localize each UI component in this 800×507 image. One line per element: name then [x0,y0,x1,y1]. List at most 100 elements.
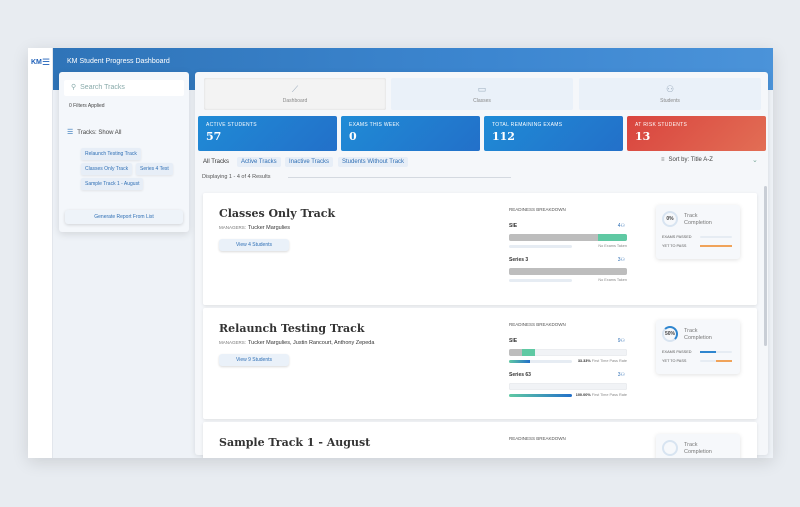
yet-to-pass-bar [700,245,732,247]
generate-report-button[interactable]: Generate Report From List [65,210,183,224]
users-icon: ⚇ [665,84,675,94]
users-icon: ⚇ [620,257,625,263]
track-completion-card: 0% Track Completion EXAMS PASSED YET TO P… [656,205,740,259]
exams-passed-bar [700,351,732,353]
pass-rate-text: No Exams Taken [598,244,627,248]
readiness-label: READINESS BREAKDOWN [509,436,566,441]
stat-value: 57 [206,130,222,143]
chevron-down-icon[interactable]: ⌄ [752,157,758,164]
readiness-bar [509,383,627,390]
completion-value: 50% [664,331,675,337]
pass-rate-text: No Exams Taken [598,278,627,282]
exam-student-count[interactable]: 4⚇ [618,223,625,229]
app-window: KM ☰ KM Student Progress Dashboard ⚲ Sear… [28,48,773,458]
stat-label: ACTIVE STUDENTS [206,122,257,128]
count-value: 3 [617,257,621,263]
stat-value: 0 [349,130,357,143]
yet-to-pass-label: YET TO PASS [662,359,687,363]
filter-panel: ⚲ Search Tracks 0 Filters Applied ☰ Tracks… [59,72,189,232]
pass-rate: No Exams Taken [509,278,627,283]
exam-student-count[interactable]: 3⚇ [618,372,625,378]
managers-label: MANAGERS: [219,225,247,230]
tab-students[interactable]: ⚇ Students [579,78,761,110]
pass-rate-fill [509,394,572,397]
exam-student-count[interactable]: 3⚇ [618,257,625,263]
completion-ring [662,440,678,456]
track-chip[interactable]: Classes Only Track [81,163,133,175]
filter-tab-inactive[interactable]: Inactive Tracks [285,157,334,167]
exam-row: SIE 4⚇ No Exams Taken [509,223,627,249]
stat-at-risk: AT RISK STUDENTS 13 [627,116,766,151]
users-icon: ⚇ [620,338,625,344]
hamburger-menu-icon[interactable]: ☰ [42,57,51,67]
bar-not-ready [509,349,522,356]
exam-row: Series 3 3⚇ No Exams Taken [509,257,627,283]
managers-label: MANAGERS: [219,340,247,345]
divider [288,177,511,178]
completion-label: Track Completion [684,442,712,455]
filter-icon: ☰ [67,129,74,136]
filter-tab-without-track[interactable]: Students Without Track [338,157,409,167]
track-card: Relaunch Testing Track MANAGERS: Tucker Ma… [203,308,757,419]
exam-name: Series 63 [509,372,531,378]
bar-not-ready [509,234,598,241]
stat-label: TOTAL REMAINING EXAMS [492,122,563,128]
completion-ring: 50% [662,326,678,342]
readiness-label: READINESS BREAKDOWN [509,322,566,327]
completion-value: 0% [666,216,674,222]
search-input[interactable]: ⚲ Search Tracks [64,80,184,96]
bar-ready [521,349,535,356]
bar-ready [597,234,627,241]
count-value: 9 [617,338,621,344]
view-students-button[interactable]: View 4 Students [219,239,289,251]
pass-rate-caption: First Time Pass Rate [591,359,627,363]
exams-passed-label: EXAMS PASSED [662,235,692,239]
pass-rate-bar [509,245,572,248]
track-card: Classes Only Track MANAGERS: Tucker Margul… [203,193,757,305]
pass-rate-caption: No Exams Taken [598,244,627,248]
chart-line-icon: ⟋ [291,84,299,94]
logo: KM [31,59,42,66]
tab-dashboard[interactable]: ⟋ Dashboard [204,78,386,110]
exam-row: Series 63 3⚇ 100.00% First Time Pass Rat… [509,372,627,398]
pass-rate: 100.00% First Time Pass Rate [509,393,627,398]
sort-icon: ≡ [661,157,665,163]
readiness-bar [509,234,627,241]
filters-applied: 0 Filters Applied [69,103,105,109]
stat-label: AT RISK STUDENTS [635,122,688,128]
users-icon: ⚇ [620,372,625,378]
tab-classes[interactable]: ▭ Classes [391,78,573,110]
pass-rate: 33.33% First Time Pass Rate [509,359,627,364]
pass-rate-value: 33.33% [577,359,591,363]
scrollbar[interactable] [764,186,767,346]
filter-tab-active[interactable]: Active Tracks [237,157,281,167]
filter-tab-all[interactable]: All Tracks [203,159,230,165]
readiness-bar [509,349,627,356]
track-managers: MANAGERS: Tucker Margulies, Justin Rancou… [219,340,374,346]
track-chip[interactable]: Series 4 Test [136,163,173,175]
pass-rate-text: 100.00% First Time Pass Rate [576,393,627,397]
exams-passed-bar [700,236,732,238]
exam-row: SIE 9⚇ 33.33% First Time Pass Rate [509,338,627,364]
pass-rate-caption: First Time Pass Rate [591,393,627,397]
pass-rate-fill [509,360,530,363]
pass-rate: No Exams Taken [509,244,627,249]
sort-label: Sort by: Title A-Z [668,157,713,163]
track-chip[interactable]: Sample Track 1 - August [81,178,144,190]
track-completion-card: Track Completion [656,434,740,458]
pass-rate-text: 33.33% First Time Pass Rate [578,359,627,363]
completion-ring: 0% [662,211,678,227]
tracks-filter[interactable]: ☰ Tracks: Show All [67,128,121,136]
count-value: 3 [617,372,621,378]
track-chip[interactable]: Relaunch Testing Track [81,148,141,160]
pass-rate-bar [509,360,572,363]
search-placeholder: Search Tracks [80,84,125,91]
tracks-filter-label: Tracks: Show All [77,130,122,136]
stat-exams-this-week: EXAMS THIS WEEK 0 [341,116,480,151]
app-title: KM Student Progress Dashboard [67,58,170,65]
classroom-icon: ▭ [477,84,487,94]
exam-student-count[interactable]: 9⚇ [618,338,625,344]
track-title: Relaunch Testing Track [219,322,365,335]
sort-dropdown[interactable]: ≡ Sort by: Title A-Z [661,157,713,163]
view-students-button[interactable]: View 9 Students [219,354,289,366]
